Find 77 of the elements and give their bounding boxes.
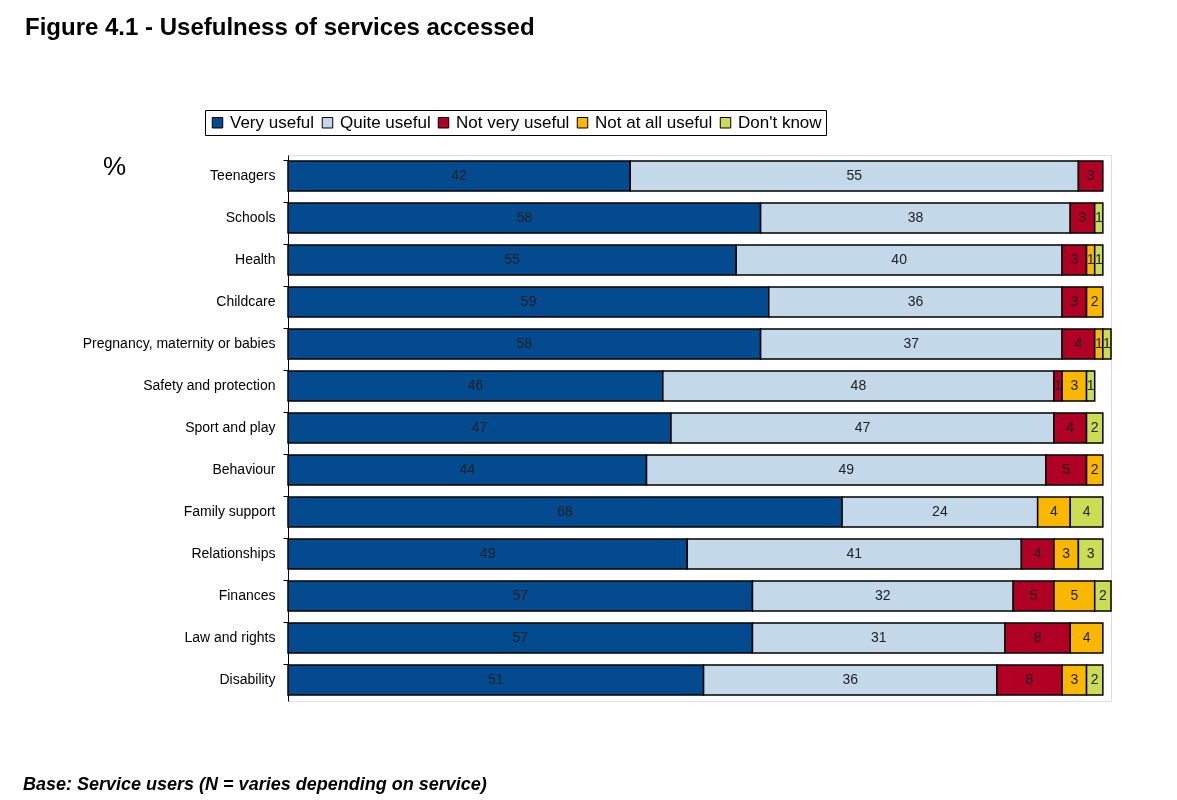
data-label: 32 [875,587,891,603]
data-label: 4 [1066,419,1075,435]
data-label: 3 [1086,167,1095,183]
legend-label: Not very useful [456,112,570,132]
data-label: 58 [516,335,533,351]
data-label: 38 [907,209,924,225]
legend-label: Very useful [230,112,315,132]
data-label: 68 [557,503,574,519]
text: % [103,151,127,181]
data-label: 4 [1074,335,1083,351]
legend-label: Don't know [738,112,823,132]
data-label: 59 [520,293,537,309]
data-label: 46 [467,377,484,393]
data-label: 8 [1025,671,1034,687]
y-tick-label: Schools [225,209,276,225]
data-label: 57 [512,587,529,603]
data-label: 4 [1033,545,1042,561]
data-label: 58 [516,209,533,225]
y-tick-label: Teenagers [210,167,276,183]
data-label: 1 [1086,251,1095,267]
legend-label: Quite useful [340,112,431,132]
y-tick-label: Disability [219,671,276,687]
data-label: 42 [451,167,468,183]
data-label: 40 [891,251,908,267]
data-label: 3 [1078,209,1087,225]
data-label: 4 [1082,503,1091,519]
data-label: 24 [932,503,948,519]
data-label: 2 [1098,587,1107,603]
data-label: 36 [907,293,924,309]
data-label: 47 [854,419,871,435]
data-label: 5 [1062,461,1071,477]
y-tick-label: Finances [218,587,276,603]
data-label: 5 [1029,587,1038,603]
data-label: 57 [512,629,529,645]
data-label: 5 [1070,587,1079,603]
data-label: 3 [1070,293,1079,309]
data-label: 1 [1086,377,1095,393]
data-label: 41 [846,545,863,561]
data-label: 3 [1062,545,1071,561]
data-label: 1 [1094,251,1103,267]
y-tick-label: Safety and protection [143,377,276,393]
data-label: 37 [903,335,920,351]
data-label: 3 [1070,251,1079,267]
data-label: 1 [1103,335,1112,351]
data-label: 44 [459,461,476,477]
data-label: 55 [504,251,521,267]
data-label: 2 [1090,461,1099,477]
data-label: 2 [1090,419,1099,435]
data-label: 8 [1033,629,1042,645]
data-label: 2 [1090,671,1099,687]
data-label: 3 [1070,671,1079,687]
y-tick-label: Family support [183,503,276,519]
data-label: 3 [1070,377,1079,393]
data-label: 1 [1094,335,1103,351]
y-tick-label: Sport and play [185,419,276,435]
y-tick-label: Behaviour [212,461,276,477]
data-label: 47 [471,419,488,435]
data-label: 4 [1082,629,1091,645]
legend-label: Not at all useful [595,112,713,132]
data-label: 49 [838,461,855,477]
data-label: 31 [870,629,887,645]
data-label: 49 [479,545,496,561]
y-tick-label: Pregnancy, maternity or babies [82,335,276,351]
data-label: 4 [1050,503,1059,519]
data-label: 55 [846,167,863,183]
data-label: 2 [1090,293,1099,309]
text: Base: Service users (N = varies depending on service) [23,774,487,794]
chart-title: Figure 4.1 - Usefulness of services accessed [25,13,535,40]
data-label: 3 [1086,545,1095,561]
data-label: 1 [1094,209,1103,225]
data-label: 48 [850,377,867,393]
y-tick-label: Relationships [191,545,276,561]
data-label: 51 [488,671,504,687]
data-label: 36 [842,671,859,687]
y-tick-label: Health [235,251,276,267]
y-tick-label: Childcare [216,293,276,309]
y-tick-label: Law and rights [184,629,276,645]
